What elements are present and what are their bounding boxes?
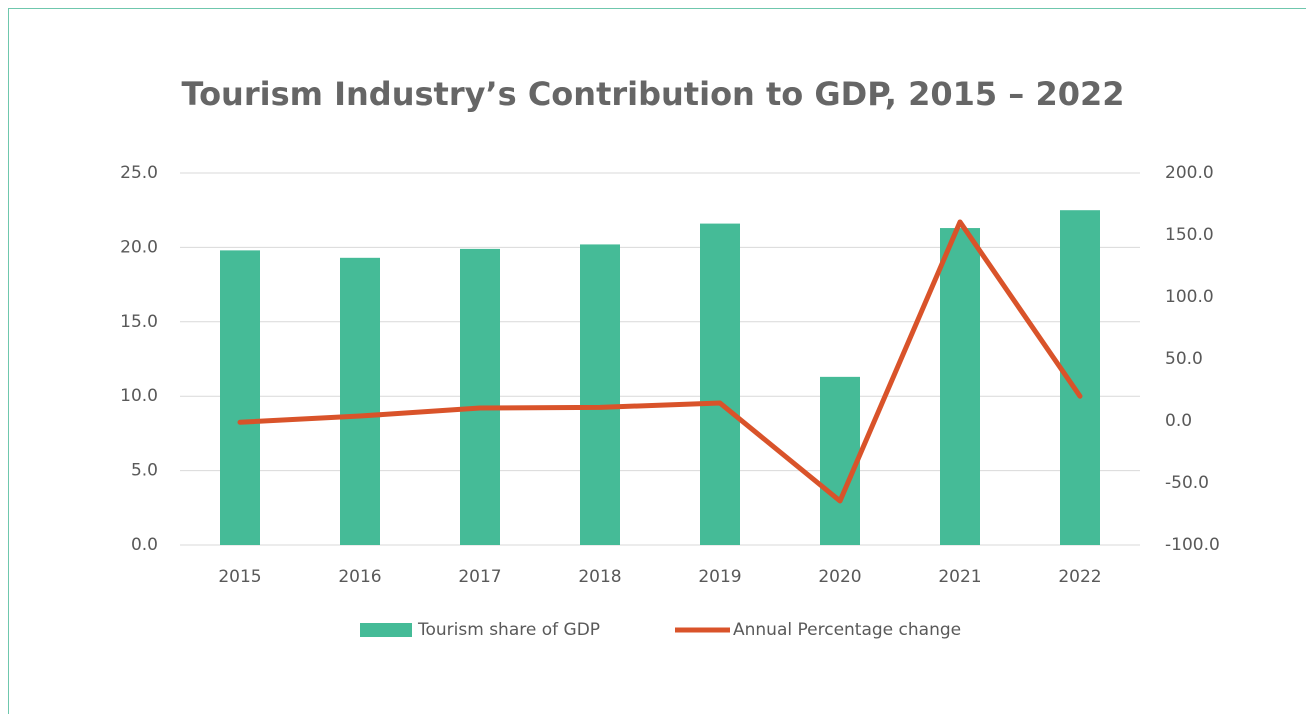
y-tick-label: 25.0 xyxy=(120,163,158,183)
legend-swatch xyxy=(360,623,412,637)
bar xyxy=(340,257,380,545)
x-tick-label: 2021 xyxy=(938,567,981,587)
x-tick-label: 2019 xyxy=(698,567,741,587)
bar xyxy=(460,248,500,545)
y2-tick-label: 0.0 xyxy=(1165,411,1192,431)
x-tick-label: 2015 xyxy=(218,567,261,587)
x-tick-label: 2016 xyxy=(338,567,381,587)
y-tick-label: 20.0 xyxy=(120,237,158,257)
y2-tick-label: -100.0 xyxy=(1165,535,1220,555)
y2-tick-label: 50.0 xyxy=(1165,349,1203,369)
x-tick-label: 2022 xyxy=(1058,567,1101,587)
bar xyxy=(940,228,980,545)
y-tick-label: 0.0 xyxy=(131,535,158,555)
chart-border xyxy=(8,8,1306,714)
y2-tick-label: 200.0 xyxy=(1165,163,1214,183)
y-tick-label: 15.0 xyxy=(120,312,158,332)
legend-label: Annual Percentage change xyxy=(733,620,961,640)
chart-title: Tourism Industry’s Contribution to GDP, … xyxy=(181,75,1124,113)
bar xyxy=(820,376,860,545)
bar xyxy=(220,250,260,545)
x-tick-label: 2018 xyxy=(578,567,621,587)
legend-label: Tourism share of GDP xyxy=(417,620,600,640)
y2-tick-label: 100.0 xyxy=(1165,287,1214,307)
bar xyxy=(580,244,620,545)
x-tick-label: 2020 xyxy=(818,567,861,587)
y-tick-label: 10.0 xyxy=(120,386,158,406)
y-tick-label: 5.0 xyxy=(131,461,158,481)
bar xyxy=(700,223,740,546)
y2-tick-label: -50.0 xyxy=(1165,473,1209,493)
x-tick-label: 2017 xyxy=(458,567,501,587)
y2-tick-label: 150.0 xyxy=(1165,225,1214,245)
line xyxy=(237,219,1083,504)
